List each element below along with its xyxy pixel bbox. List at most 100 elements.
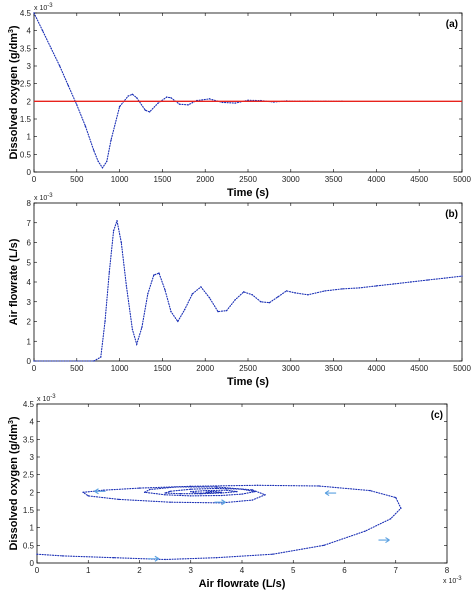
data-series-line [33, 218, 463, 362]
axes-box [33, 12, 463, 173]
data-point [174, 486, 177, 488]
y-tick-label: 3.5 [20, 44, 32, 53]
x-tick-label: 4000 [368, 364, 386, 373]
direction-arrow [147, 555, 160, 562]
data-point [190, 495, 192, 497]
data-point [256, 484, 259, 486]
data-point [178, 103, 181, 105]
x-tick-label: 4000 [368, 175, 386, 184]
x-axis-label: Time (s) [227, 187, 269, 199]
data-point [444, 277, 446, 279]
y-tick-label: 2 [30, 488, 35, 497]
x-tick-label: 3000 [282, 364, 300, 373]
data-point [87, 495, 89, 497]
y-tick-label: 0.5 [23, 541, 35, 550]
data-point [187, 104, 189, 106]
x-axis-label: Time (s) [227, 376, 269, 388]
y-tick-label: 2 [27, 97, 32, 106]
data-point [106, 160, 108, 163]
data-point [251, 294, 253, 296]
x-tick-label: 6 [342, 566, 347, 575]
data-point [205, 491, 207, 494]
data-point [369, 489, 371, 492]
data-point [157, 102, 159, 104]
data-point [264, 494, 266, 496]
x-tick-label: 2000 [196, 175, 214, 184]
x-tick-label: 2 [137, 566, 142, 575]
y-tick-label: 2.5 [23, 471, 35, 480]
data-point [101, 167, 104, 169]
x-tick-label: 5000 [453, 175, 471, 184]
data-point [205, 489, 207, 492]
y-tick-label: 0 [27, 168, 32, 177]
y-axis-label: Dissolved oxygen (g/dm3) [8, 25, 20, 159]
data-point [208, 297, 211, 299]
data-point [120, 241, 123, 244]
data-point [125, 285, 128, 287]
panel-b: 0 500 1000 1500 2000 2500 3000 3500 4000 4500 5000… [8, 193, 471, 388]
data-point [251, 499, 253, 501]
y-tick-label: 5 [27, 258, 32, 267]
x-tick-label: 2500 [239, 175, 257, 184]
x-tick-label: 3500 [325, 364, 343, 373]
data-point [179, 493, 182, 495]
data-point [110, 139, 112, 141]
data-point [165, 96, 168, 98]
data-point [234, 299, 236, 301]
data-point [236, 490, 238, 493]
data-point [191, 293, 194, 295]
y-multiplier: x 10-3 [34, 3, 53, 12]
data-point [307, 294, 309, 296]
data-point [149, 488, 151, 491]
data-point [461, 275, 463, 277]
x-tick-label: 0 [35, 566, 40, 575]
direction-arrow [378, 537, 390, 543]
direction-arrow [94, 488, 106, 495]
axes-box [36, 403, 448, 564]
x-tick-label: 500 [70, 175, 84, 184]
data-point [190, 490, 192, 493]
y-tick-label: 4 [27, 278, 32, 287]
data-point [221, 101, 224, 104]
y-tick-label: 0.5 [20, 150, 32, 159]
data-point [93, 360, 95, 362]
data-point [33, 12, 35, 14]
y-multiplier: x 10-3 [34, 193, 53, 202]
data-point [323, 544, 325, 547]
data-point [210, 490, 212, 492]
data-point [169, 501, 171, 503]
data-point [164, 289, 166, 291]
data-point [400, 507, 402, 509]
data-point [61, 555, 64, 557]
x-tick-label: 2000 [196, 364, 214, 373]
panel-label: (a) [446, 19, 458, 30]
data-series-line [36, 484, 402, 561]
data-point [164, 494, 166, 496]
x-tick-label: 1000 [111, 175, 129, 184]
y-axis-label: Dissolved oxygen (g/dm3) [8, 416, 20, 550]
data-point [251, 489, 253, 491]
data-point [200, 286, 202, 288]
data-point [131, 328, 134, 331]
data-point [427, 279, 429, 281]
x-tick-label: 4500 [410, 364, 428, 373]
y-tick-label: 3 [27, 298, 32, 307]
y-tick-label: 3 [27, 62, 32, 71]
data-point [131, 93, 134, 95]
y-tick-label: 4.5 [23, 400, 35, 409]
y-tick-label: 1.5 [20, 115, 32, 124]
data-point [395, 496, 397, 499]
data-point [285, 290, 288, 292]
y-tick-label: 4.5 [20, 9, 32, 18]
data-point [97, 160, 99, 163]
data-point [195, 492, 197, 494]
y-tick-label: 4 [27, 27, 32, 36]
data-point [158, 272, 160, 274]
data-point [318, 485, 320, 487]
data-point [389, 518, 392, 520]
panel-a: 0 500 1000 1500 2000 2500 3000 3500 4000 4500 5000… [8, 3, 471, 199]
y-tick-label: 1.5 [23, 506, 35, 515]
data-point [136, 343, 138, 345]
data-point [148, 111, 151, 113]
